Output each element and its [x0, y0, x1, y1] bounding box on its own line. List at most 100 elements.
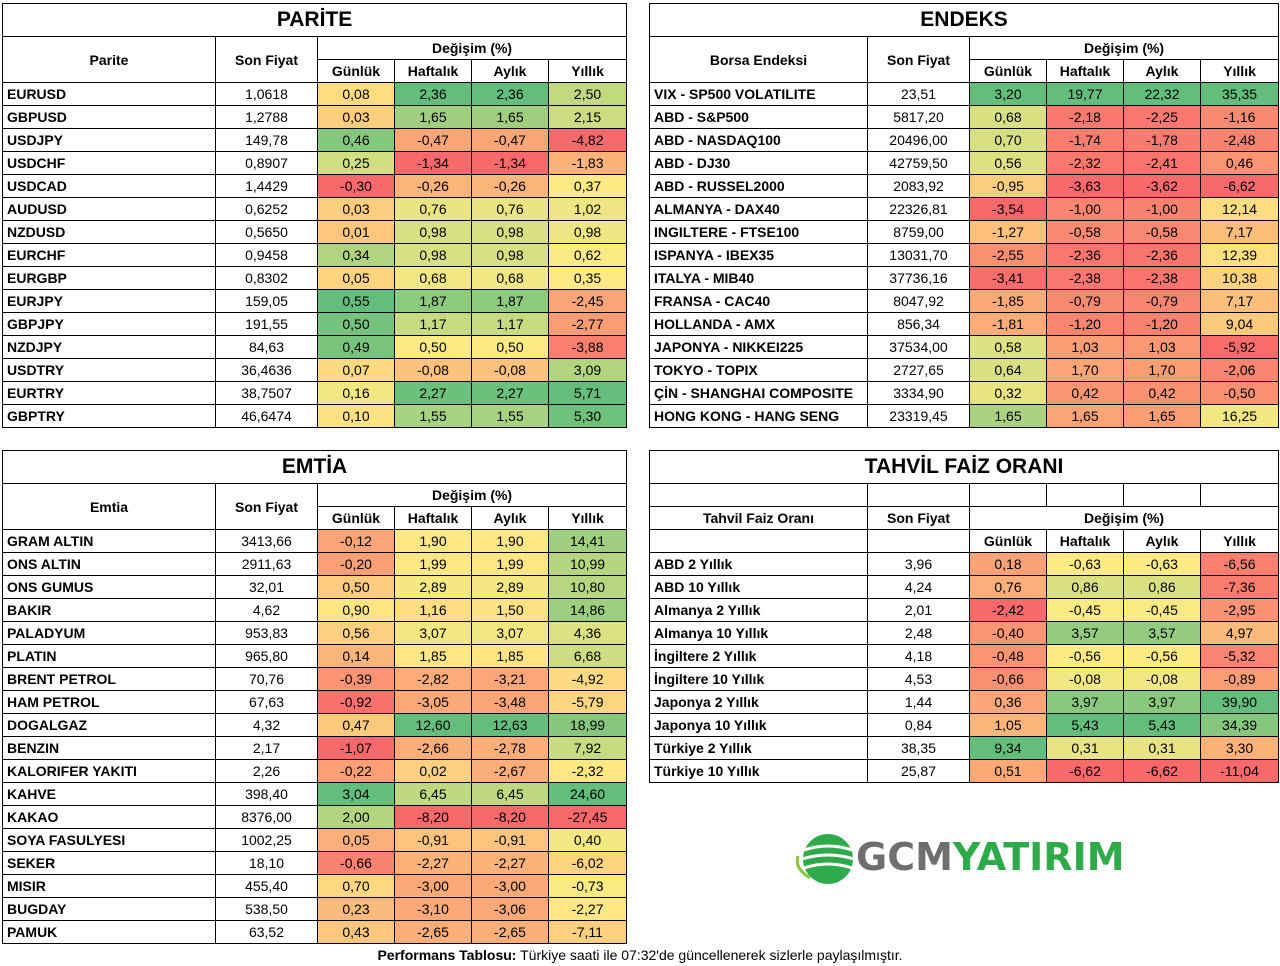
tahvil-panel: TAHVİL FAİZ ORANI Tahvil Faiz Oranı Son … — [648, 450, 1280, 783]
row-name: PLATIN — [2, 644, 216, 668]
table-row: İngiltere 10 Yıllık 4,53 -0,66 -0,08 -0,08 -0… — [649, 667, 1280, 691]
row-yearly-change: -2,48 — [1199, 128, 1280, 152]
table-row: ISPANYA - IBEX35 13031,70 -2,55 -2,36 -2,36 1… — [649, 243, 1280, 267]
row-price: 4,24 — [867, 575, 970, 599]
row-yearly-change: -2,77 — [547, 312, 628, 336]
row-monthly-change: 0,42 — [1123, 381, 1201, 405]
tahvil-body: ABD 2 Yıllık 3,96 0,18 -0,63 -0,63 -6,56 ABD 1… — [649, 552, 1280, 783]
row-name: VIX - SP500 VOLATILITE — [649, 82, 868, 106]
row-name: TOKYO - TOPIX — [649, 358, 868, 382]
table-row: ABD - RUSSEL2000 2083,92 -0,95 -3,63 -3,62 -6… — [649, 174, 1280, 198]
row-monthly-change: 0,68 — [471, 266, 549, 290]
row-name: KAKAO — [2, 805, 216, 829]
row-yearly-change: -2,27 — [547, 897, 628, 921]
row-monthly-change: -0,08 — [471, 358, 549, 382]
row-name: ITALYA - MIB40 — [649, 266, 868, 290]
row-price: 4,18 — [867, 644, 970, 668]
row-yearly-change: -6,62 — [1199, 174, 1280, 198]
row-weekly-change: -6,62 — [1046, 759, 1124, 783]
row-monthly-change: -0,47 — [471, 128, 549, 152]
row-daily-change: -0,40 — [969, 621, 1047, 645]
row-daily-change: 0,05 — [317, 266, 395, 290]
row-monthly-change: 1,50 — [471, 598, 549, 622]
row-name: HOLLANDA - AMX — [649, 312, 868, 336]
row-weekly-change: 0,86 — [1046, 575, 1124, 599]
row-weekly-change: -0,56 — [1046, 644, 1124, 668]
table-row: Türkiye 10 Yıllık 25,87 0,51 -6,62 -6,62 -11,… — [649, 759, 1280, 783]
row-price: 4,62 — [215, 598, 318, 622]
row-name: ALMANYA - DAX40 — [649, 197, 868, 221]
row-monthly-change: -1,20 — [1123, 312, 1201, 336]
row-weekly-change: 5,43 — [1046, 713, 1124, 737]
row-yearly-change: 6,68 — [547, 644, 628, 668]
row-monthly-change: 3,97 — [1123, 690, 1201, 714]
row-monthly-change: -0,79 — [1123, 289, 1201, 313]
row-name: JAPONYA - NIKKEI225 — [649, 335, 868, 359]
row-weekly-change: -1,00 — [1046, 197, 1124, 221]
table-row: EURGBP 0,8302 0,05 0,68 0,68 0,35 — [2, 266, 628, 290]
row-daily-change: 0,16 — [317, 381, 395, 405]
row-name: AUDUSD — [2, 197, 216, 221]
row-daily-change: 0,50 — [317, 312, 395, 336]
row-name: BRENT PETROL — [2, 667, 216, 691]
row-daily-change: -0,20 — [317, 552, 395, 576]
table-row: NZDUSD 0,5650 0,01 0,98 0,98 0,98 — [2, 220, 628, 244]
row-price: 42759,50 — [867, 151, 970, 175]
row-daily-change: -1,81 — [969, 312, 1047, 336]
row-price: 38,35 — [867, 736, 970, 760]
row-daily-change: -0,66 — [317, 851, 395, 875]
row-yearly-change: 39,90 — [1199, 690, 1280, 714]
row-price: 23319,45 — [867, 404, 970, 428]
row-monthly-change: 3,57 — [1123, 621, 1201, 645]
row-weekly-change: 2,36 — [394, 82, 472, 106]
table-row: BENZIN 2,17 -1,07 -2,66 -2,78 7,92 — [2, 736, 628, 760]
row-price: 0,6252 — [215, 197, 318, 221]
parite-title: PARİTE — [1, 3, 628, 37]
row-name: FRANSA - CAC40 — [649, 289, 868, 313]
row-name: EURJPY — [2, 289, 216, 313]
row-name: BUGDAY — [2, 897, 216, 921]
parite-table: PARİTE Parite Son Fiyat Değişim (%) Günl… — [1, 3, 628, 428]
table-row: AUDUSD 0,6252 0,03 0,76 0,76 1,02 — [2, 197, 628, 221]
row-price: 36,4636 — [215, 358, 318, 382]
row-price: 856,34 — [867, 312, 970, 336]
row-weekly-change: -0,58 — [1046, 220, 1124, 244]
row-yearly-change: 3,30 — [1199, 736, 1280, 760]
row-price: 1,0618 — [215, 82, 318, 106]
table-row: ITALYA - MIB40 37736,16 -3,41 -2,38 -2,38 10,… — [649, 266, 1280, 290]
row-price: 2,26 — [215, 759, 318, 783]
row-yearly-change: 9,04 — [1199, 312, 1280, 336]
row-yearly-change: 34,39 — [1199, 713, 1280, 737]
row-yearly-change: -5,79 — [547, 690, 628, 714]
tahvil-title: TAHVİL FAİZ ORANI — [648, 450, 1280, 484]
endeks-sub-weekly: Haftalık — [1046, 59, 1124, 83]
row-yearly-change: 35,35 — [1199, 82, 1280, 106]
row-monthly-change: -2,25 — [1123, 105, 1201, 129]
tahvil-blank-row — [649, 483, 1280, 507]
row-price: 8376,00 — [215, 805, 318, 829]
row-monthly-change: 5,43 — [1123, 713, 1201, 737]
row-weekly-change: -2,66 — [394, 736, 472, 760]
table-row: Almanya 2 Yıllık 2,01 -2,42 -0,45 -0,45 -2,95 — [649, 598, 1280, 622]
row-daily-change: -3,54 — [969, 197, 1047, 221]
row-price: 70,76 — [215, 667, 318, 691]
gcm-logo: GCMYATIRIM — [796, 828, 1125, 890]
row-monthly-change: 0,31 — [1123, 736, 1201, 760]
row-weekly-change: 0,98 — [394, 243, 472, 267]
table-row: KALORIFER YAKITI 2,26 -0,22 0,02 -2,67 -2,32 — [2, 759, 628, 783]
tahvil-sub-yearly: Yıllık — [1199, 529, 1280, 553]
row-yearly-change: 0,46 — [1199, 151, 1280, 175]
row-weekly-change: 1,87 — [394, 289, 472, 313]
row-yearly-change: 0,35 — [547, 266, 628, 290]
row-monthly-change: -3,21 — [471, 667, 549, 691]
footer-note: Performans Tablosu: Türkiye saati ile 07… — [0, 944, 1280, 966]
row-daily-change: -0,12 — [317, 529, 395, 553]
row-yearly-change: 5,71 — [547, 381, 628, 405]
row-daily-change: 0,05 — [317, 828, 395, 852]
row-name: ÇİN - SHANGHAI COMPOSITE — [649, 381, 868, 405]
row-name: BAKIR — [2, 598, 216, 622]
row-weekly-change: -0,08 — [394, 358, 472, 382]
row-daily-change: 1,65 — [969, 404, 1047, 428]
row-daily-change: 0,56 — [969, 151, 1047, 175]
footer-label: Performans Tablosu: — [377, 947, 517, 963]
